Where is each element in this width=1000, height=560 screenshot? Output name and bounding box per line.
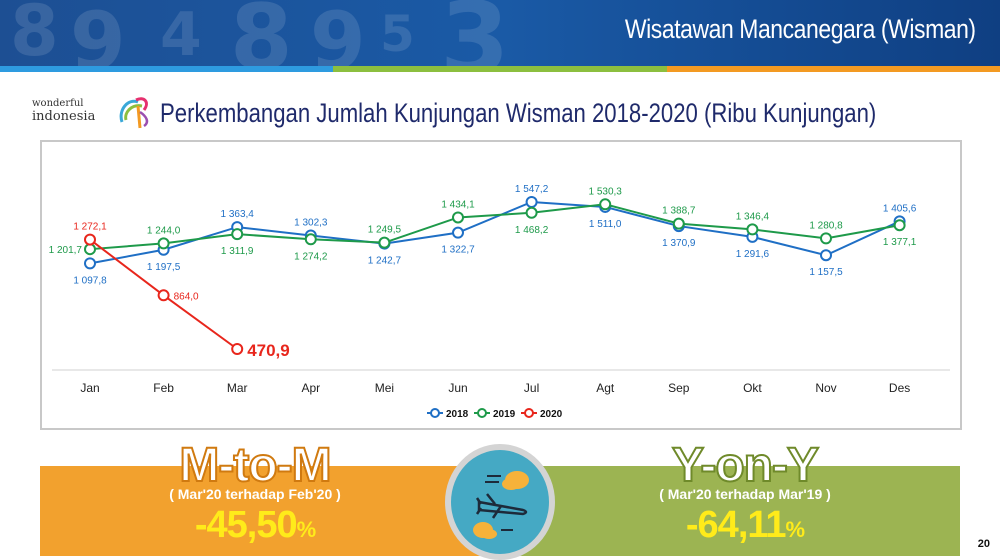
mtm-value-unit: % bbox=[296, 517, 317, 542]
x-tick-label: Apr bbox=[301, 381, 320, 395]
data-label: 1 249,5 bbox=[368, 225, 402, 236]
mtm-banner bbox=[40, 466, 480, 556]
data-label: 1 302,3 bbox=[294, 217, 328, 228]
data-label: 1 377,1 bbox=[883, 237, 917, 248]
decorative-number: 3 bbox=[440, 0, 510, 66]
stripe-orange bbox=[667, 66, 1000, 72]
data-label: 1 157,5 bbox=[809, 267, 843, 278]
data-point bbox=[157, 289, 170, 302]
data-point bbox=[231, 228, 244, 241]
data-point bbox=[672, 217, 685, 230]
slide-header: 8 9 4 8 9 5 3 Wisatawan Mancanegara (Wis… bbox=[0, 0, 1000, 66]
logo-line2: indonesia bbox=[32, 109, 96, 124]
series-line-2019 bbox=[89, 203, 900, 251]
line-chart: 1 097,8 1 197,5 1 363,4 1 302,3 1 242,7 1 322… bbox=[40, 140, 962, 430]
data-label: 1 468,2 bbox=[515, 225, 549, 236]
data-label: 1 197,5 bbox=[147, 262, 181, 273]
yoy-value-unit: % bbox=[785, 517, 806, 542]
logo-swirl-icon bbox=[119, 97, 149, 129]
yoy-label: Y-on-Y bbox=[671, 438, 820, 493]
data-point bbox=[820, 232, 832, 245]
data-label: 1 530,3 bbox=[589, 186, 623, 197]
yoy-banner bbox=[520, 466, 960, 556]
svg-text:2019: 2019 bbox=[493, 409, 516, 420]
mtm-label: M-to-M bbox=[178, 438, 332, 493]
x-tick-label: Jan bbox=[80, 381, 99, 395]
yoy-value: -64,11% bbox=[595, 504, 895, 547]
chart-title: Perkembangan Jumlah Kunjungan Wisman 201… bbox=[160, 98, 877, 128]
data-point bbox=[84, 243, 96, 256]
data-label: 1 272,1 bbox=[73, 222, 107, 233]
svg-text:2020: 2020 bbox=[540, 409, 563, 420]
decorative-number: 8 bbox=[10, 0, 59, 66]
airplane-clouds-icon bbox=[445, 444, 555, 560]
data-label: 1 242,7 bbox=[368, 256, 402, 267]
data-label: 1 405,6 bbox=[883, 203, 917, 214]
data-point bbox=[893, 219, 906, 232]
data-label: 864,0 bbox=[174, 291, 199, 302]
svg-text:2018: 2018 bbox=[446, 409, 469, 420]
x-tick-label: Jul bbox=[524, 381, 539, 395]
legend-item-2019: 2019 bbox=[474, 408, 516, 420]
legend-item-2020: 2020 bbox=[521, 408, 563, 420]
x-tick-label: Mei bbox=[375, 381, 394, 395]
x-tick-label: Nov bbox=[815, 381, 836, 395]
data-label: 1 434,1 bbox=[441, 199, 475, 210]
data-point bbox=[746, 223, 759, 236]
data-label: 1 363,4 bbox=[221, 209, 255, 220]
data-label: 1 097,8 bbox=[73, 275, 107, 286]
data-point bbox=[231, 343, 244, 355]
data-point bbox=[525, 206, 538, 219]
decorative-number: 9 bbox=[310, 0, 366, 66]
data-point bbox=[157, 237, 170, 250]
data-label: 1 547,2 bbox=[515, 184, 549, 195]
mtm-sublabel: ( Mar'20 terhadap Feb'20 ) bbox=[169, 486, 341, 502]
chart-canvas: 1 097,8 1 197,5 1 363,4 1 302,3 1 242,7 1 322… bbox=[49, 184, 950, 420]
data-label: 1 274,2 bbox=[294, 251, 328, 262]
x-tick-label: Mar bbox=[227, 381, 248, 395]
yoy-value-number: -64,11 bbox=[685, 504, 787, 546]
slide-title: Wisatawan Mancanegara (Wisman) bbox=[625, 14, 976, 44]
data-point bbox=[525, 196, 538, 208]
data-point bbox=[452, 226, 464, 239]
data-point bbox=[304, 233, 317, 246]
x-tick-label: Okt bbox=[743, 381, 762, 395]
data-label: 1 346,4 bbox=[736, 211, 770, 222]
data-point bbox=[599, 198, 612, 211]
data-point bbox=[452, 211, 464, 224]
decorative-number: 8 bbox=[230, 0, 293, 66]
data-point bbox=[820, 249, 832, 262]
series-line-2018 bbox=[89, 200, 901, 265]
decorative-number: 4 bbox=[160, 0, 202, 66]
stripe-green bbox=[333, 66, 667, 72]
data-label: 1 388,7 bbox=[662, 206, 696, 217]
stripe-blue bbox=[0, 66, 333, 72]
data-label: 1 311,9 bbox=[221, 246, 254, 257]
data-label: 470,9 bbox=[247, 341, 290, 360]
legend-item-2018: 2018 bbox=[427, 408, 469, 420]
data-label: 1 322,7 bbox=[441, 245, 475, 256]
x-tick-label: Agt bbox=[596, 381, 615, 395]
yoy-sublabel: ( Mar'20 terhadap Mar'19 ) bbox=[659, 486, 831, 502]
data-label: 1 201,7 bbox=[49, 245, 83, 256]
wonderful-indonesia-logo: wonderful indonesia bbox=[32, 92, 157, 132]
x-tick-label: Sep bbox=[668, 381, 690, 395]
decorative-number: 9 bbox=[70, 0, 126, 66]
mtm-value-number: -45,50 bbox=[194, 504, 298, 546]
decorative-number: 5 bbox=[380, 5, 415, 63]
x-tick-label: Des bbox=[889, 381, 910, 395]
data-label: 1 370,9 bbox=[662, 238, 696, 249]
x-tick-label: Jun bbox=[448, 381, 467, 395]
page-number: 20 bbox=[977, 538, 990, 550]
data-point bbox=[84, 233, 96, 246]
data-point bbox=[378, 236, 391, 249]
mtm-value: -45,50% bbox=[105, 504, 405, 547]
x-tick-label: Feb bbox=[153, 381, 174, 395]
logo-line1: wonderful bbox=[32, 98, 84, 109]
data-label: 1 244,0 bbox=[147, 225, 181, 236]
data-point bbox=[84, 257, 96, 270]
data-label: 1 291,6 bbox=[736, 249, 770, 260]
data-label: 1 280,8 bbox=[809, 220, 843, 231]
data-label: 1 511,0 bbox=[589, 219, 622, 230]
